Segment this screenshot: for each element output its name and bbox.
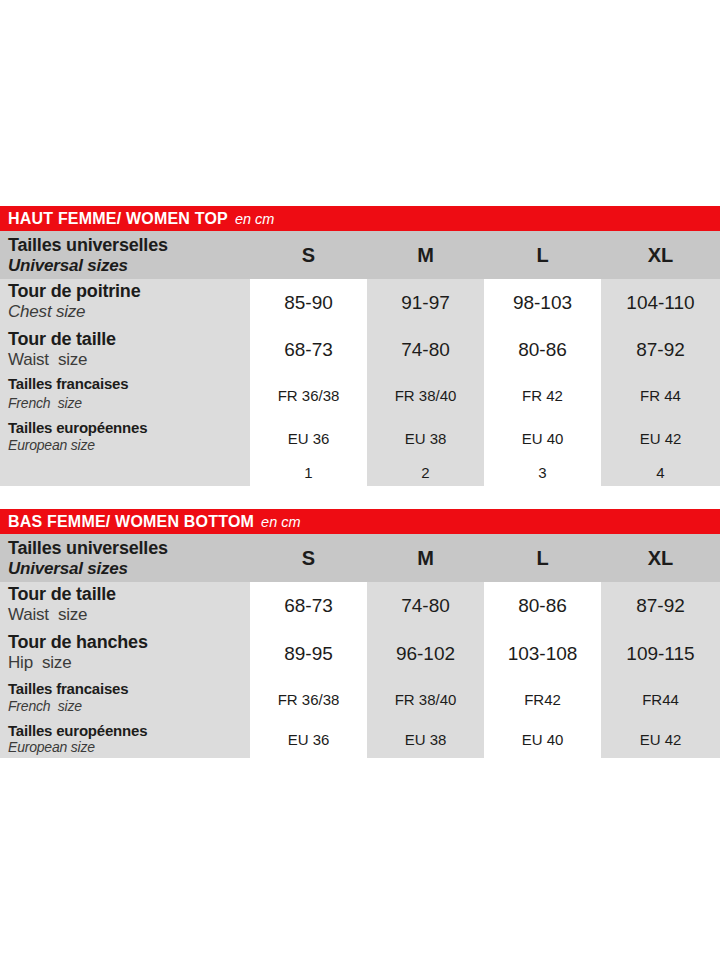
value-cell: 96-102 <box>367 630 484 678</box>
value-cell: 109-115 <box>601 630 720 678</box>
row-label-en: Hip size <box>8 653 244 673</box>
row-label-fr: Tour de poitrine <box>8 281 244 302</box>
value-cell: 68-73 <box>250 582 367 630</box>
value-cell: 103-108 <box>484 630 601 678</box>
row-label-fr: Tour de taille <box>8 584 244 605</box>
table-row-waist: Tour de taille Waist size 68-73 74-80 80… <box>0 582 720 630</box>
value-cell: FR 36/38 <box>250 678 367 720</box>
value-cell: 74-80 <box>367 327 484 373</box>
row-label-fr: Tailles européennes <box>8 722 244 739</box>
value-cell: FR42 <box>484 678 601 720</box>
value-cell: 89-95 <box>250 630 367 678</box>
value-cell: 68-73 <box>250 327 367 373</box>
table-row-european-size: Tailles européennes European size EU 36 … <box>0 417 720 459</box>
row-label-cell: Tour de taille Waist size <box>0 327 250 373</box>
value-cell: EU 42 <box>601 417 720 459</box>
value-cell: 1 <box>250 459 367 486</box>
value-cell: 91-97 <box>367 279 484 327</box>
column-header-s: S <box>250 534 367 582</box>
value-cell: 85-90 <box>250 279 367 327</box>
women-top-title-bar: HAUT FEMME/ WOMEN TOP en cm <box>0 206 720 231</box>
row-label-cell-empty <box>0 459 250 486</box>
universal-sizes-label-en: Universal sizes <box>8 559 244 579</box>
table-title-unit: en cm <box>235 211 275 227</box>
row-label-cell: Tour de hanches Hip size <box>0 630 250 678</box>
row-label-en: French size <box>8 395 244 411</box>
universal-sizes-label-fr: Tailles universelles <box>8 235 244 256</box>
row-label-cell: Tailles francaises French size <box>0 373 250 417</box>
table-row-size-number: 1 2 3 4 <box>0 459 720 486</box>
value-cell: 98-103 <box>484 279 601 327</box>
value-cell: FR 38/40 <box>367 678 484 720</box>
universal-sizes-label-fr: Tailles universelles <box>8 538 244 559</box>
row-label-fr: Tailles francaises <box>8 680 244 697</box>
value-cell: EU 40 <box>484 720 601 758</box>
value-cell: 87-92 <box>601 327 720 373</box>
value-cell: 80-86 <box>484 327 601 373</box>
row-label-cell: Tailles francaises French size <box>0 678 250 720</box>
header-row: Tailles universelles Universal sizes S M… <box>0 534 720 582</box>
column-header-l: L <box>484 534 601 582</box>
value-cell: FR 44 <box>601 373 720 417</box>
table-row-french-size: Tailles francaises French size FR 36/38 … <box>0 678 720 720</box>
row-label-fr: Tailles européennes <box>8 419 244 436</box>
header-label-cell: Tailles universelles Universal sizes <box>0 231 250 279</box>
column-header-xl: XL <box>601 534 720 582</box>
row-label-en: Waist size <box>8 605 244 625</box>
women-bottom-size-table: BAS FEMME/ WOMEN BOTTOM en cm Tailles un… <box>0 509 720 758</box>
header-row: Tailles universelles Universal sizes S M… <box>0 231 720 279</box>
column-header-m: M <box>367 534 484 582</box>
table-title: HAUT FEMME/ WOMEN TOP <box>8 210 228 228</box>
row-label-fr: Tour de hanches <box>8 632 244 653</box>
table-row-chest: Tour de poitrine Chest size 85-90 91-97 … <box>0 279 720 327</box>
value-cell: 2 <box>367 459 484 486</box>
value-cell: EU 38 <box>367 417 484 459</box>
women-top-size-table: HAUT FEMME/ WOMEN TOP en cm Tailles univ… <box>0 206 720 486</box>
row-label-fr: Tour de taille <box>8 329 244 350</box>
row-label-cell: Tailles européennes European size <box>0 720 250 758</box>
universal-sizes-label-en: Universal sizes <box>8 256 244 276</box>
value-cell: 80-86 <box>484 582 601 630</box>
value-cell: EU 36 <box>250 720 367 758</box>
value-cell: 87-92 <box>601 582 720 630</box>
table-title-unit: en cm <box>261 514 301 530</box>
row-label-cell: Tailles européennes European size <box>0 417 250 459</box>
row-label-en: European size <box>8 739 244 755</box>
row-label-en: Waist size <box>8 350 244 370</box>
value-cell: 3 <box>484 459 601 486</box>
column-header-s: S <box>250 231 367 279</box>
table-row-hip: Tour de hanches Hip size 89-95 96-102 10… <box>0 630 720 678</box>
value-cell: FR 36/38 <box>250 373 367 417</box>
value-cell: FR 42 <box>484 373 601 417</box>
header-label-cell: Tailles universelles Universal sizes <box>0 534 250 582</box>
table-row-waist: Tour de taille Waist size 68-73 74-80 80… <box>0 327 720 373</box>
value-cell: FR44 <box>601 678 720 720</box>
column-header-m: M <box>367 231 484 279</box>
value-cell: 104-110 <box>601 279 720 327</box>
row-label-en: Chest size <box>8 302 244 322</box>
row-label-fr: Tailles francaises <box>8 375 244 392</box>
value-cell: EU 36 <box>250 417 367 459</box>
row-label-cell: Tour de poitrine Chest size <box>0 279 250 327</box>
table-title: BAS FEMME/ WOMEN BOTTOM <box>8 513 254 531</box>
value-cell: EU 42 <box>601 720 720 758</box>
value-cell: EU 38 <box>367 720 484 758</box>
row-label-cell: Tour de taille Waist size <box>0 582 250 630</box>
value-cell: 4 <box>601 459 720 486</box>
row-label-en: European size <box>8 437 244 453</box>
value-cell: 74-80 <box>367 582 484 630</box>
row-label-en: French size <box>8 698 244 714</box>
value-cell: EU 40 <box>484 417 601 459</box>
column-header-xl: XL <box>601 231 720 279</box>
table-row-european-size: Tailles européennes European size EU 36 … <box>0 720 720 758</box>
table-row-french-size: Tailles francaises French size FR 36/38 … <box>0 373 720 417</box>
value-cell: FR 38/40 <box>367 373 484 417</box>
column-header-l: L <box>484 231 601 279</box>
women-bottom-title-bar: BAS FEMME/ WOMEN BOTTOM en cm <box>0 509 720 534</box>
